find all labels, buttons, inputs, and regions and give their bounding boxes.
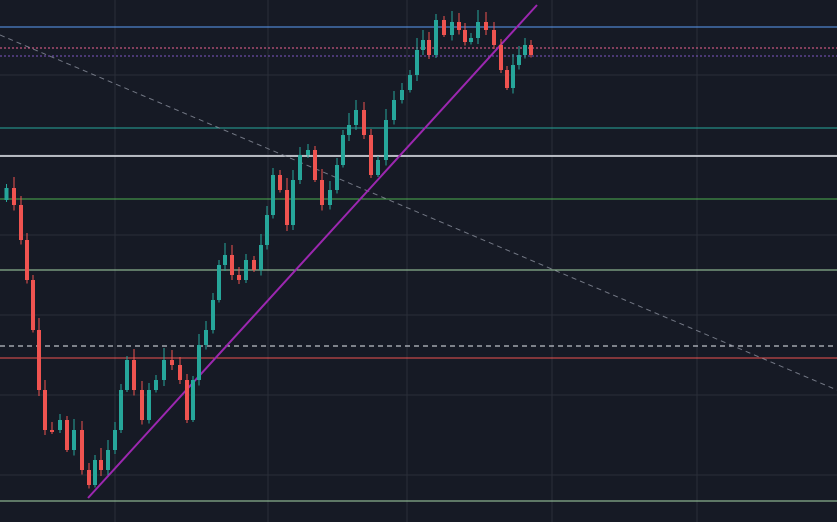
candle-body-51 bbox=[354, 110, 358, 125]
candle-body-36 bbox=[252, 260, 256, 270]
candle-body-28 bbox=[197, 345, 201, 380]
candle-body-60 bbox=[421, 40, 425, 50]
candle-body-24 bbox=[170, 360, 174, 365]
candle-body-15 bbox=[106, 450, 110, 470]
candle-body-14 bbox=[99, 460, 103, 470]
candle-body-20 bbox=[140, 390, 144, 420]
candle-body-1 bbox=[12, 188, 16, 205]
candle-body-2 bbox=[19, 205, 23, 240]
candle-body-55 bbox=[384, 120, 388, 160]
candle-body-16 bbox=[113, 430, 117, 450]
candle-body-13 bbox=[93, 460, 97, 485]
dashed-trendline bbox=[0, 34, 837, 391]
candle-body-44 bbox=[306, 150, 310, 155]
candle-body-42 bbox=[291, 180, 295, 225]
candle-body-10 bbox=[72, 430, 76, 450]
candle-body-62 bbox=[434, 20, 438, 55]
candle-body-71 bbox=[499, 45, 503, 70]
candle-body-7 bbox=[50, 430, 54, 432]
candle-body-35 bbox=[244, 260, 248, 280]
candle-body-74 bbox=[517, 55, 521, 65]
candle-body-22 bbox=[154, 380, 158, 390]
candle-body-37 bbox=[259, 245, 263, 270]
candle-body-32 bbox=[223, 255, 227, 265]
candle-body-27 bbox=[191, 380, 195, 420]
candle-body-5 bbox=[37, 330, 41, 390]
candle-body-23 bbox=[162, 360, 166, 380]
candle-body-30 bbox=[211, 300, 215, 330]
candle-body-65 bbox=[457, 22, 461, 30]
candle-body-69 bbox=[484, 22, 488, 30]
candle-body-63 bbox=[442, 20, 446, 35]
candle-body-40 bbox=[278, 175, 282, 190]
candle-body-0 bbox=[4, 188, 9, 200]
candle-body-33 bbox=[230, 255, 234, 275]
candle-body-46 bbox=[320, 180, 324, 205]
candle-body-41 bbox=[285, 190, 289, 225]
candle-body-64 bbox=[450, 22, 454, 35]
candle-body-43 bbox=[298, 155, 302, 180]
candle-body-19 bbox=[132, 360, 136, 390]
candle-body-3 bbox=[25, 240, 29, 280]
candle-body-25 bbox=[178, 365, 182, 380]
candle-body-49 bbox=[341, 135, 345, 165]
candle-body-12 bbox=[87, 470, 91, 485]
candle-body-58 bbox=[408, 75, 412, 90]
candle-body-26 bbox=[185, 380, 189, 420]
candle-body-11 bbox=[80, 430, 84, 470]
candle-body-31 bbox=[217, 265, 221, 300]
candle-body-67 bbox=[469, 38, 473, 42]
candle-body-34 bbox=[237, 275, 241, 280]
candle-body-76 bbox=[529, 45, 533, 55]
candle-body-68 bbox=[476, 22, 480, 38]
candle-body-73 bbox=[511, 65, 515, 88]
candle-body-72 bbox=[505, 70, 509, 88]
candle-body-18 bbox=[125, 360, 129, 390]
ascending-trendline bbox=[87, 4, 538, 499]
candles bbox=[4, 10, 533, 489]
candle-body-53 bbox=[369, 135, 373, 175]
candle-body-52 bbox=[362, 110, 366, 135]
candle-body-6 bbox=[43, 390, 47, 430]
candle-body-66 bbox=[463, 30, 467, 42]
candle-body-50 bbox=[347, 125, 351, 135]
candle-body-39 bbox=[271, 175, 275, 215]
candle-body-70 bbox=[492, 30, 496, 45]
candle-body-47 bbox=[328, 190, 332, 205]
candle-body-21 bbox=[147, 390, 151, 420]
horizontal-levels bbox=[0, 26, 837, 502]
candle-body-75 bbox=[523, 45, 527, 55]
candle-body-38 bbox=[265, 215, 269, 245]
candle-body-4 bbox=[31, 280, 35, 330]
candle-body-8 bbox=[58, 420, 62, 430]
candle-body-29 bbox=[204, 330, 208, 345]
candle-body-61 bbox=[427, 40, 431, 55]
trendlines bbox=[0, 4, 837, 499]
candle-body-54 bbox=[376, 160, 380, 175]
candle-body-57 bbox=[400, 90, 404, 100]
candle-body-45 bbox=[313, 150, 317, 180]
candle-body-9 bbox=[65, 420, 69, 450]
candle-body-59 bbox=[415, 50, 419, 75]
candle-body-56 bbox=[392, 100, 396, 120]
candle-body-17 bbox=[119, 390, 123, 430]
candle-body-48 bbox=[335, 165, 339, 190]
